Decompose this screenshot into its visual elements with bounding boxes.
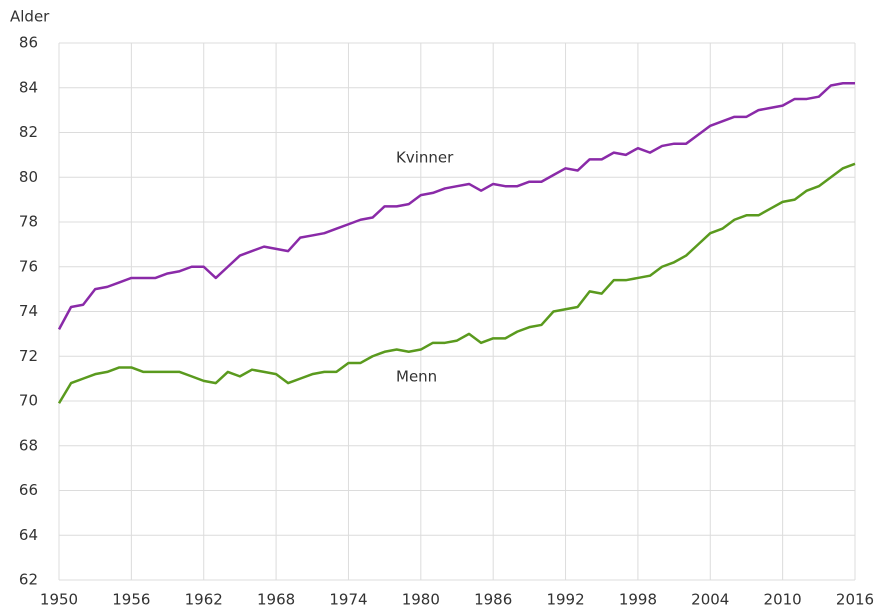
y-tick-label: 78 [19,213,38,231]
y-axis-label: Alder [10,8,50,26]
y-tick-label: 72 [19,347,38,365]
x-tick-label: 2004 [691,591,729,609]
x-tick-label: 1980 [402,591,440,609]
x-tick-label: 1968 [257,591,295,609]
y-tick-label: 76 [19,257,38,275]
y-tick-label: 66 [19,481,38,499]
x-tick-label: 1992 [546,591,584,609]
x-tick-label: 2010 [764,591,802,609]
y-tick-label: 68 [19,436,38,454]
y-tick-label: 62 [19,571,38,589]
y-tick-label: 74 [19,302,38,320]
y-tick-label: 70 [19,392,38,410]
y-tick-label: 82 [19,123,38,141]
x-tick-label: 1962 [185,591,223,609]
y-tick-label: 84 [19,78,38,96]
x-tick-label: 2016 [836,591,874,609]
series-label: Kvinner [396,149,454,167]
x-tick-label: 1950 [40,591,78,609]
x-tick-label: 1998 [619,591,657,609]
y-tick-label: 86 [19,34,38,52]
x-tick-label: 1986 [474,591,512,609]
series-line [57,162,856,404]
series-line [57,82,855,330]
series-label: Menn [396,368,437,386]
x-tick-label: 1974 [329,591,367,609]
y-tick-label: 64 [19,526,38,544]
y-tick-label: 80 [19,168,38,186]
x-tick-label: 1956 [112,591,150,609]
